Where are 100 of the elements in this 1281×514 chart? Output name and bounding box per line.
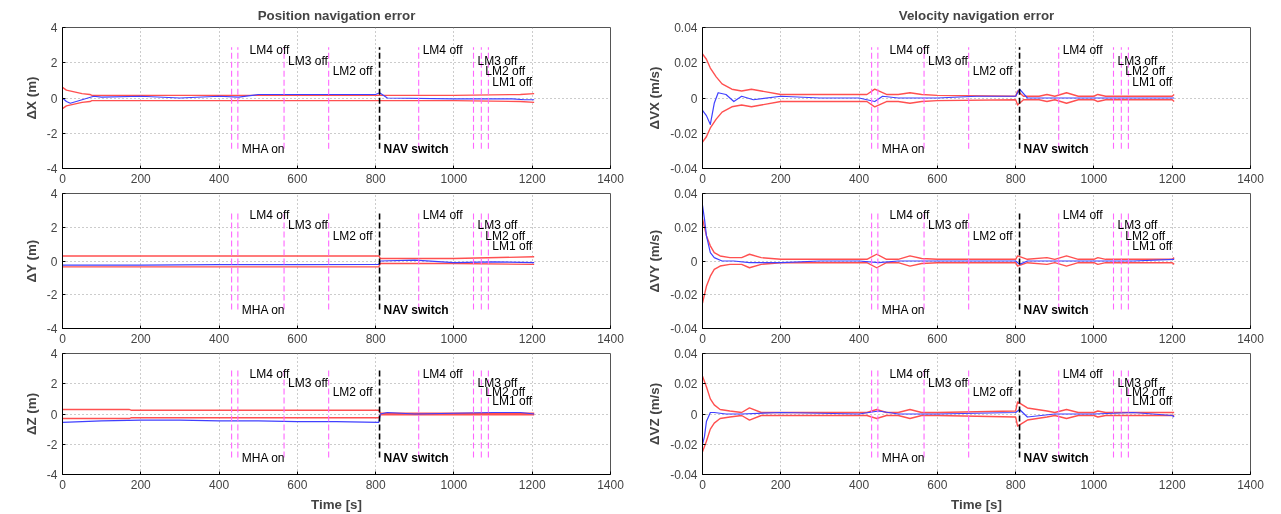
x-tick-label: 1000 bbox=[440, 171, 468, 186]
x-tick-label: 400 bbox=[849, 171, 870, 186]
y-tick-label: -2 bbox=[46, 288, 58, 303]
x-tick-label: 600 bbox=[287, 171, 308, 186]
ref-line-label: LM2 off bbox=[972, 384, 1014, 399]
y-tick-label: -4 bbox=[46, 468, 58, 482]
ref-line-label: LM4 off bbox=[249, 366, 291, 381]
x-tick-label: 1200 bbox=[518, 477, 546, 492]
y-tick-label: -4 bbox=[46, 322, 58, 336]
x-tick-label: 1200 bbox=[518, 331, 546, 346]
ref-line-label: LM2 off bbox=[332, 384, 374, 399]
x-tick-label: 1000 bbox=[1080, 477, 1108, 492]
y-tick-label: 0.04 bbox=[674, 21, 698, 35]
x-tick-label: 200 bbox=[770, 331, 792, 346]
x-tick-label: 600 bbox=[927, 331, 948, 346]
ref-line-label: LM4 off bbox=[249, 208, 291, 223]
x-axis-title: Time [s] bbox=[951, 496, 1002, 512]
x-tick-label: 1200 bbox=[1158, 171, 1186, 186]
y-tick-label: 2 bbox=[50, 377, 58, 392]
x-tick-label: 800 bbox=[365, 477, 386, 492]
y-tick-label: -0.02 bbox=[670, 126, 698, 141]
ref-line-label: LM1 off bbox=[1132, 74, 1173, 89]
ref-line-label: LM4 off bbox=[889, 43, 931, 58]
x-tick-label: 400 bbox=[209, 331, 230, 346]
ref-line-label: MHA on bbox=[881, 450, 925, 465]
x-tick-label: 1400 bbox=[1237, 331, 1265, 346]
ref-line-label: NAV switch bbox=[383, 450, 449, 465]
ref-line-label: NAV switch bbox=[383, 141, 449, 156]
x-tick-label: 600 bbox=[287, 477, 308, 492]
x-tick-label: 1400 bbox=[1237, 477, 1265, 492]
y-axis-title: ΔVY (m/s) bbox=[647, 229, 663, 293]
ref-line-label: LM2 off bbox=[332, 64, 374, 79]
x-tick-label: 1200 bbox=[1158, 331, 1186, 346]
ref-line-label: LM2 off bbox=[972, 64, 1014, 79]
ref-line-label: NAV switch bbox=[383, 302, 449, 317]
y-tick-label: -0.02 bbox=[670, 288, 698, 303]
ref-line-label: LM3 off bbox=[928, 375, 969, 390]
x-tick-label: 1400 bbox=[597, 331, 625, 346]
x-tick-label: 1000 bbox=[1080, 171, 1108, 186]
y-tick-label: 0.02 bbox=[674, 377, 698, 392]
x-tick-label: 400 bbox=[209, 477, 230, 492]
chart-title: Position navigation error bbox=[257, 7, 416, 23]
y-tick-label: 0.02 bbox=[674, 220, 698, 235]
y-tick-label: 4 bbox=[50, 21, 58, 35]
x-tick-label: 200 bbox=[770, 171, 792, 186]
x-tick-label: 400 bbox=[849, 477, 870, 492]
y-tick-label: -0.04 bbox=[670, 162, 698, 176]
ref-line-label: LM3 off bbox=[928, 53, 969, 68]
y-tick-label: 0.04 bbox=[674, 347, 698, 361]
y-tick-label: -2 bbox=[46, 126, 58, 141]
ref-line-label: NAV switch bbox=[1023, 302, 1089, 317]
y-tick-label: 4 bbox=[50, 347, 58, 361]
ref-line-label: MHA on bbox=[241, 302, 285, 317]
x-tick-label: 1400 bbox=[597, 477, 625, 492]
x-tick-label: 400 bbox=[849, 331, 870, 346]
ref-line-label: LM4 off bbox=[422, 366, 464, 381]
y-tick-label: 0.02 bbox=[674, 56, 698, 71]
y-tick-label: 0 bbox=[50, 407, 58, 422]
y-tick-label: 0 bbox=[50, 254, 58, 269]
ref-line-label: LM3 off bbox=[288, 375, 329, 390]
y-tick-label: 0.04 bbox=[674, 187, 698, 201]
y-tick-label: -4 bbox=[46, 162, 58, 176]
x-tick-label: 600 bbox=[927, 477, 948, 492]
x-tick-label: 800 bbox=[365, 171, 386, 186]
y-tick-label: 0 bbox=[690, 254, 698, 269]
x-tick-label: 600 bbox=[287, 331, 308, 346]
x-axis-title: Time [s] bbox=[311, 496, 362, 512]
ref-line-label: LM3 off bbox=[928, 218, 969, 233]
x-tick-label: 400 bbox=[209, 171, 230, 186]
ref-line-label: LM2 off bbox=[332, 228, 374, 243]
ref-line-label: LM3 off bbox=[288, 218, 329, 233]
ref-line-label: MHA on bbox=[241, 141, 285, 156]
y-tick-label: 0 bbox=[690, 407, 698, 422]
x-tick-label: 200 bbox=[770, 477, 792, 492]
ref-line-label: LM4 off bbox=[422, 208, 464, 223]
x-tick-label: 800 bbox=[1005, 477, 1026, 492]
ref-line-label: LM4 off bbox=[889, 366, 931, 381]
ref-line-label: MHA on bbox=[241, 450, 285, 465]
chart-title: Velocity navigation error bbox=[898, 7, 1055, 23]
y-axis-title: ΔZ (m) bbox=[23, 392, 39, 436]
ref-line-label: LM3 off bbox=[288, 53, 329, 68]
x-tick-label: 800 bbox=[1005, 331, 1026, 346]
ref-line-label: LM4 off bbox=[422, 43, 464, 58]
ref-line-label: MHA on bbox=[881, 302, 925, 317]
ref-line-label: MHA on bbox=[881, 141, 925, 156]
ref-line-label: LM4 off bbox=[1062, 366, 1104, 381]
x-tick-label: 1200 bbox=[1158, 477, 1186, 492]
y-tick-label: -2 bbox=[46, 437, 58, 452]
ref-line-label: LM4 off bbox=[1062, 43, 1104, 58]
y-tick-label: 0 bbox=[690, 91, 698, 106]
ref-line-label: LM4 off bbox=[249, 43, 291, 58]
y-tick-label: -0.04 bbox=[670, 322, 698, 336]
x-tick-label: 1400 bbox=[597, 171, 625, 186]
y-tick-label: 0 bbox=[50, 91, 58, 106]
x-tick-label: 600 bbox=[927, 171, 948, 186]
y-axis-title: ΔVZ (m/s) bbox=[647, 382, 663, 446]
ref-line-label: LM4 off bbox=[889, 208, 931, 223]
x-tick-label: 800 bbox=[1005, 171, 1026, 186]
x-tick-label: 1000 bbox=[440, 477, 468, 492]
ref-line-label: LM2 off bbox=[972, 228, 1014, 243]
